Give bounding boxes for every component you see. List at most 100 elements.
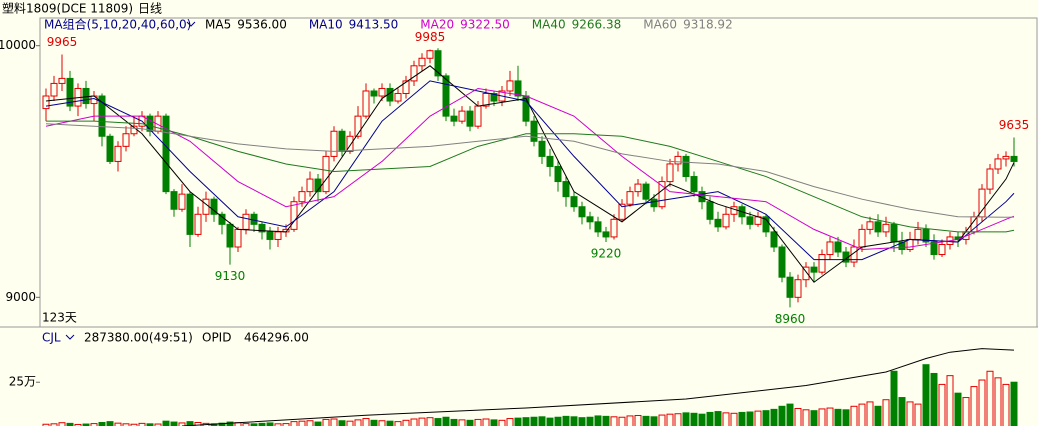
legend-value: 9413.50 <box>349 18 399 32</box>
candle-body <box>426 50 434 59</box>
candle-body <box>210 198 218 215</box>
volume-name[interactable]: CJL <box>42 331 61 345</box>
candle-body <box>922 228 930 243</box>
volume-bar <box>938 383 946 426</box>
volume-bar <box>650 416 658 426</box>
volume-bar <box>978 379 986 426</box>
candle-body <box>770 231 778 248</box>
dropdown-arrow[interactable] <box>65 334 75 340</box>
volume-bar <box>290 421 298 426</box>
candle-body <box>378 87 386 97</box>
candle-body <box>746 216 754 225</box>
volume-bar <box>506 418 514 426</box>
volume-bar <box>1002 383 1010 426</box>
volume-bar <box>618 416 626 426</box>
candle-body <box>650 198 658 208</box>
candle-body <box>394 92 402 102</box>
candle-body <box>266 231 274 240</box>
volume-bar <box>754 410 762 426</box>
indicator-name[interactable]: MA组合(5,10,20,40,60,0) <box>44 17 191 32</box>
legend-name: MA5 <box>205 18 231 32</box>
candle-body <box>218 213 226 225</box>
volume-bar <box>714 411 722 426</box>
volume-bar <box>298 420 306 426</box>
candle-body <box>986 168 994 190</box>
candle-body <box>474 105 482 127</box>
volume-bar <box>882 399 890 426</box>
volume-bar <box>434 418 442 426</box>
candle-body <box>274 231 282 240</box>
volume-bar <box>930 372 938 426</box>
candle-body <box>66 77 74 107</box>
candle-body <box>338 130 346 152</box>
volume-bar <box>546 417 554 426</box>
candle-body <box>586 216 594 223</box>
volume-bar <box>850 405 858 426</box>
extreme-label: 9130 <box>215 269 246 283</box>
volume-bar <box>170 421 178 426</box>
candle-body <box>106 135 114 162</box>
volume-bar <box>946 375 954 426</box>
candle-body <box>594 221 602 233</box>
volume-bar <box>762 410 770 426</box>
candle-body <box>186 193 194 235</box>
volume-bar <box>330 418 338 426</box>
candle-body <box>458 110 466 122</box>
candle-body <box>866 221 874 230</box>
ma-line <box>45 65 1015 283</box>
candle-body <box>306 178 314 193</box>
candle-body <box>642 183 650 200</box>
volume-bar <box>426 417 434 426</box>
candle-body <box>322 155 330 193</box>
volume-bar <box>586 416 594 426</box>
volume-bar <box>490 419 498 426</box>
candle-body <box>50 82 58 97</box>
volume-bar <box>770 408 778 426</box>
volume-bar <box>314 421 322 426</box>
candle-body <box>778 246 786 278</box>
candle-body <box>1010 155 1018 162</box>
candle-body <box>578 206 586 218</box>
day-count: 123天 <box>42 311 77 325</box>
candle-body <box>706 201 714 220</box>
candle-body <box>658 181 666 208</box>
ma-line <box>46 120 1015 233</box>
y-tick-label: 9000 <box>5 290 36 304</box>
volume-bar <box>394 421 402 426</box>
volume-bar <box>682 412 690 426</box>
volume-bar <box>306 420 314 426</box>
volume-bar <box>370 419 378 426</box>
volume-bar <box>106 421 114 426</box>
candle-body <box>522 95 530 122</box>
legend-name: MA40 <box>532 18 566 32</box>
candle-body <box>506 80 514 92</box>
candle-body <box>834 241 842 253</box>
candle-body <box>994 158 1002 170</box>
volume-bar <box>858 403 866 426</box>
volume-bar <box>722 412 730 426</box>
candle-body <box>330 130 338 157</box>
candle-body <box>906 238 914 251</box>
volume-bar <box>730 412 738 426</box>
volume-bar <box>794 407 802 426</box>
volume-bar <box>914 403 922 426</box>
candle-body <box>730 206 738 215</box>
candle-body <box>58 77 66 84</box>
candle-body <box>194 213 202 235</box>
volume-bar <box>746 411 754 426</box>
volume-bar <box>458 419 466 426</box>
volume-bar <box>562 415 570 426</box>
dropdown-arrow[interactable] <box>186 21 196 27</box>
candle-body <box>434 50 442 77</box>
candle-body <box>1002 155 1010 160</box>
period[interactable]: 日线 <box>138 2 162 16</box>
volume-bar <box>866 401 874 426</box>
volume-bar <box>522 417 530 426</box>
volume-bar <box>970 386 978 426</box>
volume-bar <box>58 422 66 426</box>
volume-bar <box>410 418 418 426</box>
volume-bar <box>738 411 746 426</box>
candle-body <box>930 241 938 256</box>
volume-bar <box>498 419 506 426</box>
volume-bar <box>82 423 90 426</box>
